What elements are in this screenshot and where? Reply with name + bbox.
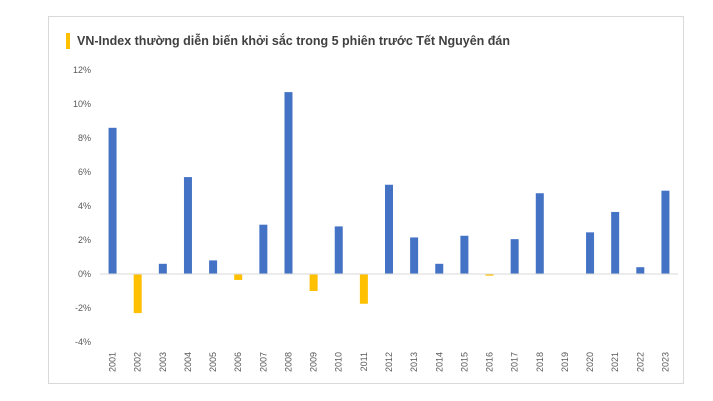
bar-2009: [309, 274, 318, 291]
bar-2004: [183, 177, 192, 274]
x-tick-label: 2007: [258, 352, 268, 372]
x-tick-label: 2011: [359, 352, 369, 371]
x-tick-label: 2013: [409, 352, 419, 372]
x-tick-label: 2015: [459, 352, 469, 372]
y-tick-label: -2%: [75, 303, 91, 313]
bar-2001: [108, 127, 117, 274]
chart-frame: [48, 16, 684, 384]
x-tick-label: 2022: [635, 352, 645, 372]
x-tick-label: 2003: [158, 352, 168, 372]
bar-2005: [209, 260, 218, 274]
x-tick-label: 2004: [183, 352, 193, 372]
chart-title-group: VN-Index thường diễn biến khởi sắc trong…: [66, 33, 510, 49]
bar-2012: [385, 184, 393, 274]
bars: [108, 92, 670, 314]
x-tick-label: 2008: [283, 352, 293, 372]
bar-2003: [158, 263, 167, 274]
x-tick-label: 2019: [560, 352, 570, 372]
bar-2020: [586, 232, 595, 274]
y-tick-label: 6%: [78, 167, 91, 177]
bar-2011: [359, 274, 368, 304]
x-tick-label: 2018: [535, 352, 545, 372]
x-tick-label: 2006: [233, 352, 243, 372]
bar-2002: [133, 274, 142, 314]
x-tick-label: 2017: [510, 352, 520, 372]
x-tick-label: 2005: [208, 352, 218, 372]
bar-2016: [485, 274, 494, 276]
x-tick-label: 2021: [610, 352, 620, 372]
x-tick-label: 2020: [585, 352, 595, 372]
bar-2015: [460, 235, 469, 274]
y-tick-label: 8%: [78, 133, 91, 143]
bar-2014: [435, 263, 444, 274]
y-tick-label: 4%: [78, 201, 91, 211]
x-tick-label: 2002: [133, 352, 143, 372]
y-tick-label: 12%: [73, 65, 91, 75]
x-tick-label: 2009: [309, 352, 319, 372]
x-tick-label: 2016: [485, 352, 495, 372]
bar-2006: [234, 274, 243, 280]
bar-2021: [611, 211, 620, 274]
bar-2022: [636, 267, 645, 274]
y-tick-label: -4%: [75, 337, 91, 347]
bar-2010: [334, 226, 343, 274]
bar-2018: [535, 193, 544, 274]
bar-2007: [259, 224, 268, 274]
y-tick-label: 2%: [78, 235, 91, 245]
title-accent-bar: [66, 33, 70, 49]
chart-title: VN-Index thường diễn biến khởi sắc trong…: [77, 34, 510, 48]
bar-2008: [284, 92, 293, 274]
y-axis: 12% 10% 8% 6% 4% 2% 0% -2% -4%: [73, 65, 91, 347]
y-tick-label: 10%: [73, 99, 91, 109]
bar-2023: [661, 190, 670, 274]
x-axis: 2001 2002 2003 2004 2005 2006 2007 2008 2009 2010…: [108, 352, 671, 372]
bar-2017: [510, 239, 519, 274]
x-tick-label: 2012: [384, 352, 394, 372]
x-tick-label: 2023: [660, 352, 670, 372]
x-tick-label: 2010: [334, 352, 344, 372]
x-tick-label: 2001: [108, 352, 118, 372]
bar-2013: [410, 237, 419, 274]
x-tick-label: 2014: [434, 352, 444, 372]
y-tick-label: 0%: [78, 269, 91, 279]
